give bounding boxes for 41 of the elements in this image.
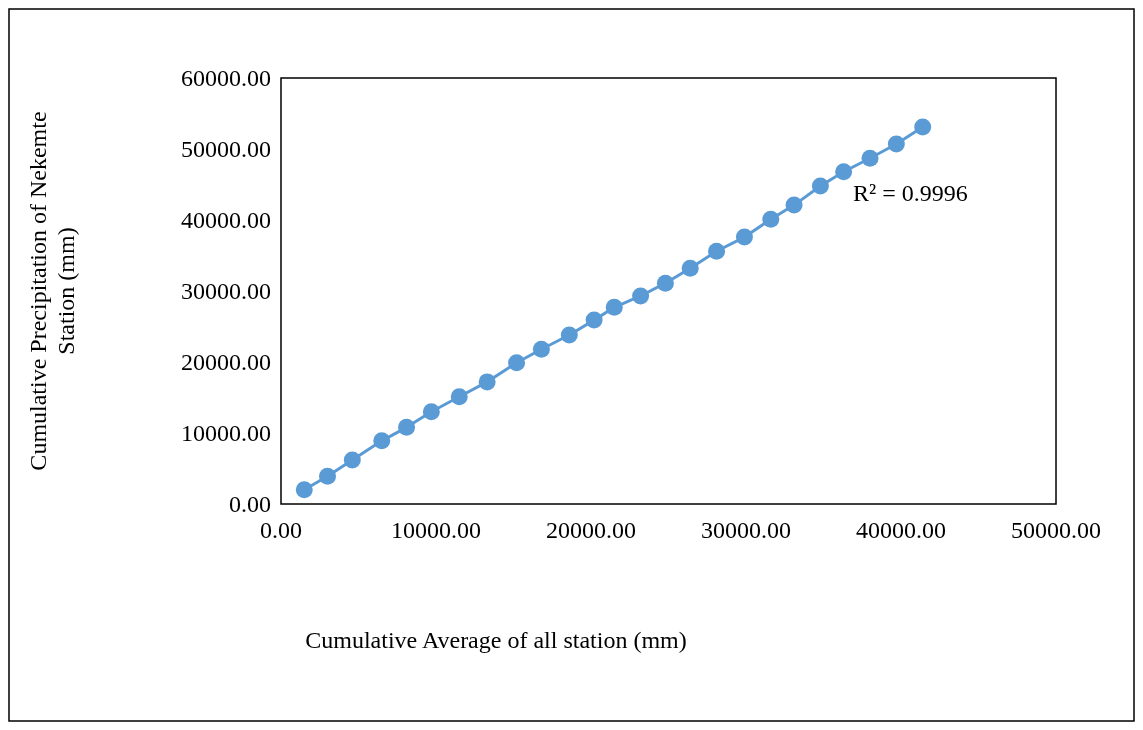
point [478, 373, 496, 391]
point [681, 259, 699, 277]
point [450, 388, 468, 406]
point [914, 118, 932, 136]
y-axis-title: Cumulative Precipitation of Nekemte Station (mm) [25, 111, 79, 471]
point [887, 135, 905, 153]
point [861, 149, 879, 167]
point [605, 298, 623, 316]
y-tick-label: 0.00 [229, 491, 271, 517]
y-tick-label: 50000.00 [181, 136, 271, 162]
point [632, 287, 650, 305]
x-tick-label: 30000.00 [701, 517, 791, 543]
point [532, 340, 550, 358]
y-tick-label: 20000.00 [181, 349, 271, 375]
point [785, 196, 803, 214]
x-tick-label: 20000.00 [546, 517, 636, 543]
point [735, 228, 753, 246]
point [708, 242, 726, 260]
x-tick-label: 50000.00 [1011, 517, 1101, 543]
x-tick-label: 10000.00 [391, 517, 481, 543]
point [373, 432, 391, 450]
point [398, 418, 416, 436]
x-tick-label: 0.00 [260, 517, 302, 543]
point [422, 403, 440, 421]
point [585, 311, 603, 329]
x-axis-title: Cumulative Average of all station (mm) [305, 627, 687, 653]
point [835, 163, 853, 181]
point [656, 274, 674, 292]
y-tick-label: 40000.00 [181, 207, 271, 233]
point [811, 177, 829, 195]
y-tick-label: 30000.00 [181, 278, 271, 304]
x-tick-label: 40000.00 [856, 517, 946, 543]
point [508, 354, 526, 372]
point [343, 451, 361, 469]
point [319, 467, 336, 485]
annotation: R² = 0.9996 [853, 180, 968, 206]
y-tick-label: 60000.00 [181, 65, 271, 91]
point [762, 210, 780, 228]
point [295, 481, 313, 499]
point [560, 326, 578, 344]
y-tick-label: 10000.00 [181, 420, 271, 446]
